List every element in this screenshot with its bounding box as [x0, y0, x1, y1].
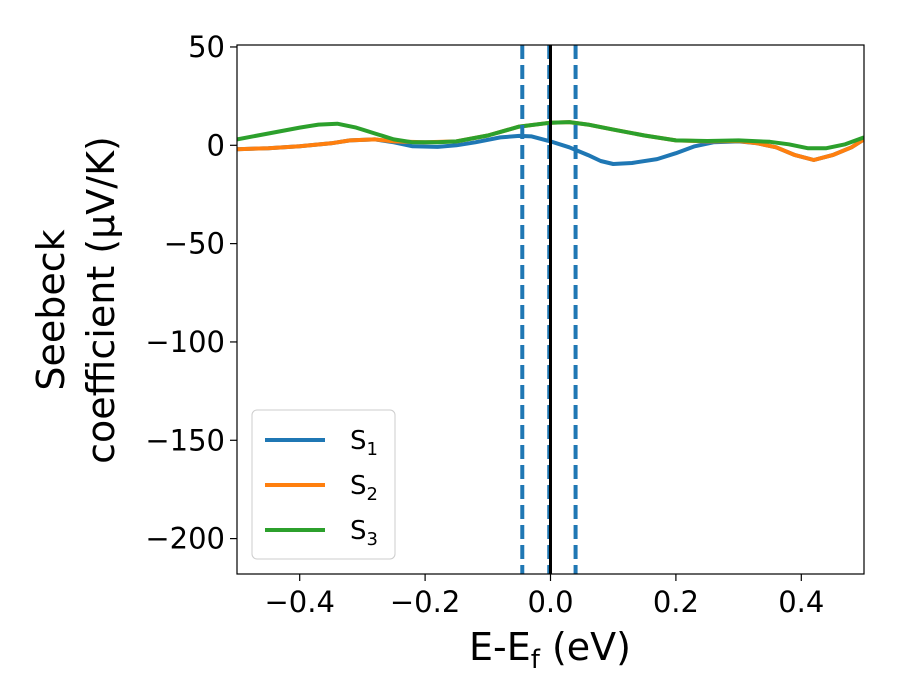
- legend-label-s1: S1: [350, 426, 378, 460]
- y-axis-label-line1: Seebeck: [29, 229, 73, 390]
- x-tick-label: 0.0: [527, 585, 573, 619]
- x-tick-label: 0.4: [778, 585, 824, 619]
- x-tick-label: 0.2: [653, 585, 699, 619]
- y-tick-label: −50: [164, 227, 225, 261]
- x-tick-label: −0.4: [264, 585, 334, 619]
- x-tick-label: −0.2: [390, 585, 460, 619]
- legend-label-s3: S3: [350, 516, 378, 550]
- y-tick-label: −200: [145, 522, 225, 556]
- legend: S1 S2 S3: [251, 409, 396, 560]
- series-group: [237, 45, 864, 574]
- x-axis-label: E-Ef (eV): [469, 625, 631, 675]
- legend-label-s2: S2: [350, 471, 378, 505]
- y-tick-label: 0: [207, 128, 225, 162]
- y-axis-label-line2: coefficient (μV/K): [79, 136, 123, 464]
- x-axis-label-unit: (eV): [540, 625, 631, 669]
- y-axis-ticks: 50 0 −50 −100 −150 −200: [145, 30, 237, 556]
- y-tick-label: −100: [145, 325, 225, 359]
- y-tick-label: −150: [145, 423, 225, 457]
- x-axis-label-main: E-E: [469, 625, 531, 669]
- y-tick-label: 50: [188, 30, 225, 64]
- x-axis-ticks: −0.4 −0.2 0.0 0.2 0.4: [264, 574, 824, 619]
- x-axis-label-sub: f: [531, 645, 541, 675]
